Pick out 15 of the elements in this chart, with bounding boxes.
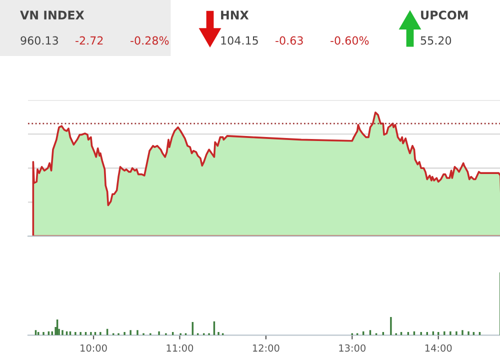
x-tick-label: 10:00 bbox=[80, 344, 107, 352]
text: -0.63 bbox=[276, 36, 303, 45]
text: VN INDEX bbox=[20, 10, 84, 20]
text: 104.15 bbox=[221, 36, 258, 45]
text: UPCOM bbox=[421, 10, 468, 20]
text: -2.72 bbox=[76, 36, 103, 45]
x-tick-label: 14:00 bbox=[425, 344, 452, 352]
x-tick-label: 13:00 bbox=[339, 344, 366, 352]
text: 55.20 bbox=[420, 36, 452, 45]
text: HNX bbox=[221, 10, 249, 20]
text: -0.60% bbox=[330, 36, 369, 45]
text: 960.13 bbox=[20, 36, 58, 45]
x-tick-label: 12:00 bbox=[252, 344, 280, 352]
x-tick-label: 11:00 bbox=[166, 344, 194, 352]
text: -0.28% bbox=[130, 36, 169, 45]
